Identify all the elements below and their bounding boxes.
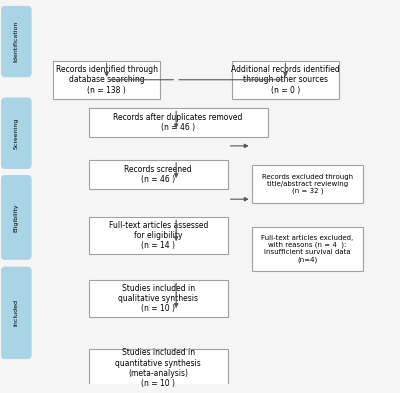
Text: Full-text articles assessed
for eligibility
(n = 14 ): Full-text articles assessed for eligibil… (109, 220, 208, 250)
Text: Screening: Screening (14, 118, 19, 149)
FancyBboxPatch shape (89, 281, 228, 317)
Text: Records excluded through
title/abstract reviewing
(n = 32 ): Records excluded through title/abstract … (262, 174, 353, 195)
Text: Included: Included (14, 299, 19, 327)
Text: Full-text articles excluded,
with reasons (n = 4  ):
Insufficient survival data
: Full-text articles excluded, with reason… (261, 235, 353, 263)
Text: Studies included in
qualitative synthesis
(n = 10 ): Studies included in qualitative synthesi… (118, 284, 198, 314)
FancyBboxPatch shape (89, 217, 228, 253)
FancyBboxPatch shape (53, 61, 160, 99)
FancyBboxPatch shape (89, 108, 268, 137)
Text: Eligibility: Eligibility (14, 203, 19, 231)
Text: Identification: Identification (14, 21, 19, 62)
FancyBboxPatch shape (89, 160, 228, 189)
FancyBboxPatch shape (1, 6, 31, 77)
FancyBboxPatch shape (1, 98, 31, 169)
FancyBboxPatch shape (1, 267, 31, 359)
FancyBboxPatch shape (252, 227, 363, 271)
FancyBboxPatch shape (252, 165, 363, 203)
Text: Records identified through
database searching
(n = 138 ): Records identified through database sear… (56, 65, 158, 95)
Text: Additional records identified
through other sources
(n = 0 ): Additional records identified through ot… (231, 65, 340, 95)
FancyBboxPatch shape (89, 349, 228, 387)
Text: Records after duplicates removed
(n = 46 ): Records after duplicates removed (n = 46… (114, 113, 243, 132)
FancyBboxPatch shape (1, 175, 31, 259)
Text: Studies included in
quantitative synthesis
(meta-analysis)
(n = 10 ): Studies included in quantitative synthes… (116, 348, 201, 388)
Text: Records screened
(n = 46 ): Records screened (n = 46 ) (124, 165, 192, 184)
FancyBboxPatch shape (232, 61, 339, 99)
